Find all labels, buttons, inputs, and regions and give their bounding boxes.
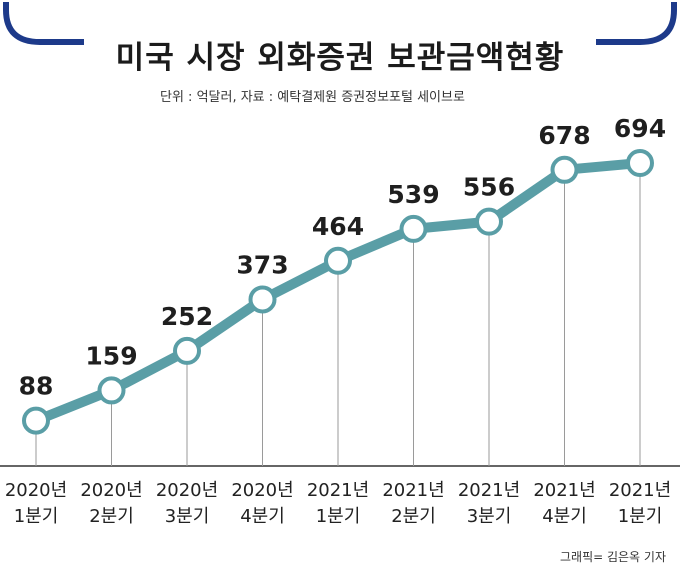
- x-tick-label-year: 2020년: [80, 480, 142, 501]
- data-point: [399, 214, 428, 243]
- data-label: 539: [387, 180, 439, 209]
- data-label: 678: [538, 121, 590, 150]
- data-label: 88: [19, 372, 54, 401]
- data-label: 252: [161, 302, 213, 331]
- x-tick-label-year: 2021년: [458, 480, 520, 501]
- x-tick-label-quarter: 2분기: [89, 506, 134, 527]
- data-point: [626, 149, 654, 177]
- x-tick-label-quarter: 1분기: [618, 506, 663, 527]
- data-label: 694: [614, 114, 666, 143]
- x-tick-label-quarter: 4분기: [542, 506, 587, 527]
- x-tick-label-year: 2021년: [307, 480, 369, 501]
- x-tick-label-year: 2020년: [231, 480, 293, 501]
- x-tick-label-year: 2021년: [382, 480, 444, 501]
- x-tick-label-quarter: 4분기: [240, 506, 285, 527]
- data-point: [248, 285, 277, 314]
- data-point: [173, 336, 201, 365]
- x-tick-label-quarter: 3분기: [165, 506, 210, 527]
- frame-right-corner: [596, 2, 677, 45]
- x-tick-label-year: 2020년: [5, 480, 67, 501]
- data-point: [97, 376, 126, 405]
- data-point: [475, 207, 503, 236]
- data-label: 464: [312, 212, 364, 241]
- data-point: [550, 155, 579, 184]
- data-point: [22, 406, 50, 435]
- chart-subtitle: 단위 : 억달러, 자료 : 예탁결제원 증권정보포털 세이브로: [160, 90, 465, 105]
- chart-title: 미국 시장 외화증권 보관금액현황: [115, 40, 565, 76]
- graphic-credit: 그래픽= 김은옥 기자: [559, 550, 666, 564]
- x-tick-label-quarter: 1분기: [14, 506, 59, 527]
- data-point: [324, 246, 352, 275]
- x-tick-label-year: 2020년: [156, 480, 218, 501]
- data-label: 159: [85, 341, 137, 370]
- frame-left-corner: [3, 2, 84, 45]
- x-tick-label-quarter: 1분기: [316, 506, 361, 527]
- data-label: 373: [236, 250, 288, 279]
- x-tick-label-quarter: 3분기: [467, 506, 512, 527]
- x-tick-label-year: 2021년: [533, 480, 595, 501]
- data-label: 556: [463, 173, 515, 202]
- x-tick-label-year: 2021년: [609, 480, 671, 501]
- x-tick-label-quarter: 2분기: [391, 506, 436, 527]
